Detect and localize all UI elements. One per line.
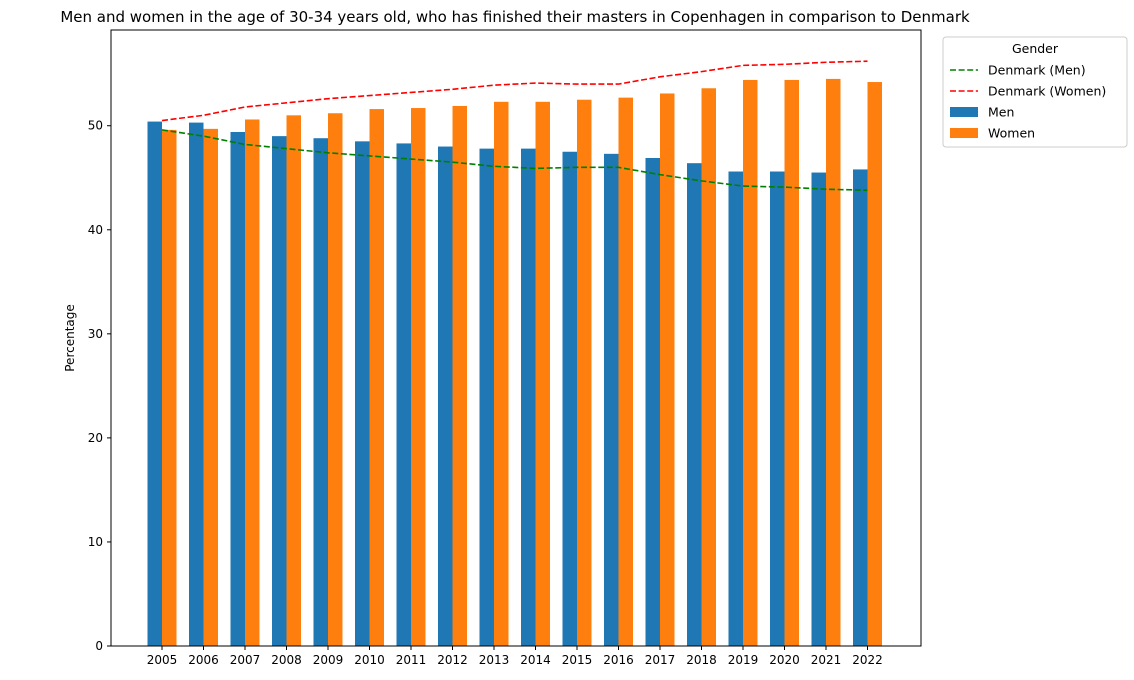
x-tick-label-2009: 2009	[313, 653, 344, 667]
x-tick-label-2016: 2016	[603, 653, 634, 667]
bar-women-2005	[162, 129, 177, 646]
bar-men-2019	[728, 171, 743, 646]
y-axis-ticks: 0 10 20 30 40 50	[88, 119, 111, 653]
x-tick-label-2022: 2022	[852, 653, 883, 667]
x-tick-label-2021: 2021	[811, 653, 842, 667]
x-tick-label-2007: 2007	[230, 653, 261, 667]
bar-men-2013	[479, 148, 494, 646]
y-tick-label-10: 10	[88, 535, 103, 549]
x-tick-label-2017: 2017	[645, 653, 676, 667]
x-tick-label-2011: 2011	[396, 653, 427, 667]
legend-label-denmark-women: Denmark (Women)	[988, 84, 1106, 99]
bar-women-2007	[245, 119, 260, 646]
bar-women-2014	[535, 101, 550, 646]
x-tick-label-2019: 2019	[728, 653, 759, 667]
x-tick-label-2010: 2010	[354, 653, 385, 667]
bar-women-2019	[743, 79, 758, 647]
bar-men-2007	[230, 131, 245, 647]
bar-women-2017	[660, 93, 675, 647]
legend-label-men: Men	[988, 105, 1014, 120]
bar-women-2015	[577, 99, 592, 647]
bar-men-2014	[521, 148, 536, 646]
bar-men-2016	[604, 153, 619, 646]
bar-men-2017	[645, 157, 660, 646]
legend-label-women: Women	[988, 126, 1035, 141]
x-tick-label-2018: 2018	[686, 653, 717, 667]
bar-women-2013	[494, 101, 509, 646]
y-tick-label-40: 40	[88, 223, 103, 237]
bar-men-2005	[147, 121, 162, 646]
bar-men-2018	[687, 163, 702, 646]
legend-swatch-women	[950, 128, 978, 138]
bars-group	[147, 78, 882, 647]
bar-women-2011	[411, 108, 426, 647]
legend-title: Gender	[1012, 41, 1059, 56]
x-tick-label-2006: 2006	[188, 653, 219, 667]
line-denmark-women	[161, 60, 868, 122]
x-axis-ticks: 2005 2006 2007 2008 2009 2010 2011 2012 2013 2014…	[147, 646, 883, 667]
x-tick-label-2020: 2020	[769, 653, 800, 667]
legend-items: Denmark (Men) Denmark (Women) Men Women	[950, 63, 1106, 141]
bar-men-2020	[770, 171, 785, 646]
bar-men-2021	[811, 172, 826, 646]
bar-women-2006	[203, 128, 218, 647]
plot-area-frame	[110, 29, 922, 647]
x-tick-label-2005: 2005	[147, 653, 178, 667]
bar-women-2008	[286, 115, 301, 646]
bar-women-2022	[867, 82, 882, 646]
x-tick-label-2008: 2008	[271, 653, 302, 667]
x-tick-label-2015: 2015	[562, 653, 593, 667]
y-tick-label-0: 0	[95, 639, 103, 653]
bar-women-2010	[369, 109, 384, 647]
x-tick-label-2012: 2012	[437, 653, 468, 667]
y-tick-label-50: 50	[88, 119, 103, 133]
legend-label-denmark-men: Denmark (Men)	[988, 63, 1086, 78]
bar-men-2009	[313, 138, 328, 646]
y-tick-label-20: 20	[88, 431, 103, 445]
legend: Gender Denmark (Men) Denmark (Women) Men Wo…	[942, 36, 1128, 148]
y-axis-label: Percentage	[63, 304, 77, 372]
bar-women-2021	[826, 78, 841, 647]
bar-men-2022	[853, 169, 868, 646]
bar-men-2011	[396, 143, 411, 646]
bar-men-2006	[189, 122, 204, 647]
bar-men-2015	[562, 151, 577, 647]
legend-box	[942, 36, 1128, 148]
bar-men-2010	[355, 141, 370, 647]
chart-title: Men and women in the age of 30-34 years …	[60, 8, 970, 26]
y-tick-label-30: 30	[88, 327, 103, 341]
line-denmark-men	[161, 129, 868, 192]
bar-women-2018	[701, 88, 716, 647]
legend-swatch-men	[950, 107, 978, 117]
bar-men-2008	[272, 136, 287, 646]
bar-men-2012	[438, 146, 453, 647]
x-tick-label-2013: 2013	[479, 653, 510, 667]
lines-group	[161, 60, 868, 192]
bar-women-2016	[618, 97, 633, 646]
x-tick-label-2014: 2014	[520, 653, 551, 667]
bar-women-2020	[784, 79, 799, 647]
bar-women-2009	[328, 113, 343, 647]
bar-women-2012	[452, 105, 467, 646]
